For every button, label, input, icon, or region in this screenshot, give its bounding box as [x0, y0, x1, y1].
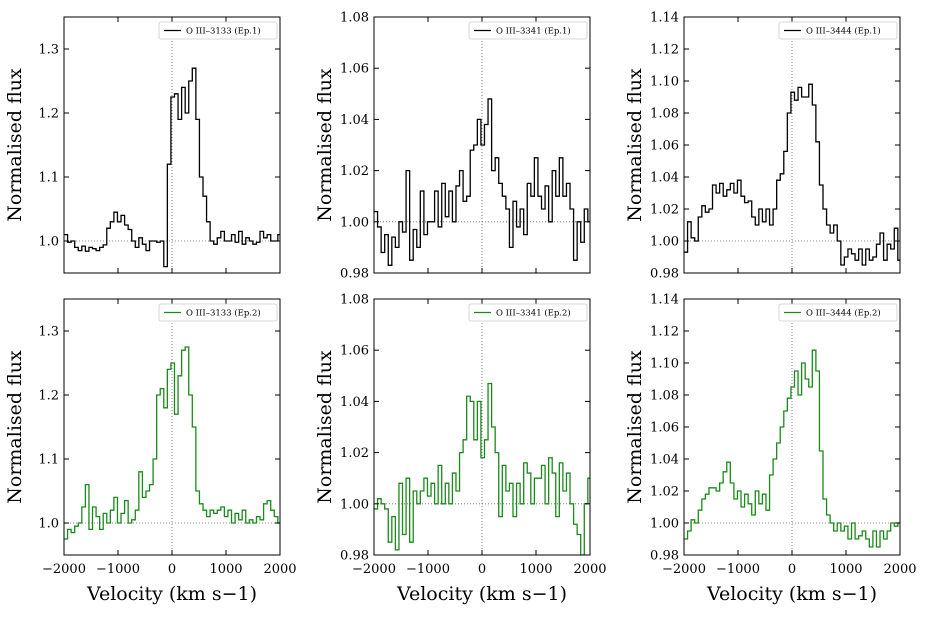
- x-tick-label: 2000: [883, 562, 916, 577]
- y-tick-label: 1.2: [38, 389, 59, 404]
- y-axis-label: Normalised flux: [624, 68, 646, 222]
- y-tick-label: 1.00: [340, 497, 369, 512]
- chart-panel-4: 1.0 1.1 1.2 1.3 −2000 −1000 0 1000 2000 Normalise…: [4, 298, 297, 605]
- x-tick-label: 1000: [519, 562, 552, 577]
- legend: O III–3341 (Ep.1): [468, 21, 588, 40]
- y-tick-label: 1.06: [340, 62, 369, 77]
- legend-box: [778, 303, 898, 322]
- x-tick-label: −1000: [716, 562, 760, 577]
- axes-frame: [683, 298, 901, 556]
- legend-entry: O III–3444 (Ep.2): [806, 308, 881, 319]
- y-tick-label: 1.12: [650, 43, 679, 58]
- x-tick-label: −2000: [662, 562, 706, 577]
- legend-entry: O III–3341 (Ep.1): [496, 26, 571, 37]
- legend-entry: O III–3133 (Ep.2): [186, 308, 261, 319]
- x-tick-label: 1000: [829, 562, 862, 577]
- y-tick-label: 1.10: [650, 357, 679, 372]
- spectrum-series-line: [684, 349, 900, 548]
- y-tick-label: 1.06: [340, 344, 369, 359]
- x-tick-label: −2000: [352, 562, 396, 577]
- x-tick-label: 0: [168, 562, 176, 577]
- x-axis-label: Velocity (km s−1): [706, 583, 877, 605]
- y-tick-label: 1.04: [340, 395, 369, 410]
- y-tick-label: 1.02: [650, 203, 679, 218]
- y-tick-label: 1.02: [340, 446, 369, 461]
- spectrum-series-line: [64, 67, 280, 268]
- y-tick-label: 0.98: [650, 267, 679, 282]
- y-tick-label: 1.3: [38, 325, 59, 340]
- y-tick-label: 1.06: [650, 421, 679, 436]
- legend-box: [468, 303, 588, 322]
- y-tick-label: 1.02: [650, 485, 679, 500]
- y-tick-label: 1.3: [38, 43, 59, 58]
- y-tick-label: 1.1: [38, 453, 59, 468]
- y-tick-label: 1.02: [340, 164, 369, 179]
- spectrum-series-line: [374, 98, 590, 266]
- axes-frame: [683, 16, 901, 274]
- y-axis-label: Normalised flux: [624, 350, 646, 504]
- y-tick-label: 1.14: [650, 293, 679, 308]
- x-axis-label: Velocity (km s−1): [86, 583, 257, 605]
- chart-panel-1: 1.0 1.1 1.2 1.3 Normalised flux O III–3133 (E…: [4, 16, 281, 274]
- x-tick-label: −1000: [406, 562, 450, 577]
- y-tick-label: 0.98: [340, 267, 369, 282]
- legend-box: [158, 303, 278, 322]
- legend-entry: O III–3133 (Ep.1): [186, 26, 261, 37]
- chart-panel-6: 0.98 1.00 1.02 1.04 1.06 1.08 1.10 1.12 1.14 −200…: [624, 293, 917, 606]
- y-axis-label: Normalised flux: [4, 68, 26, 222]
- chart-panel-2: 0.98 1.00 1.02 1.04 1.06 1.08 Normalised flux O…: [314, 11, 591, 282]
- y-tick-label: 0.98: [650, 549, 679, 564]
- legend: O III–3133 (Ep.1): [158, 21, 278, 40]
- x-tick-label: 2000: [573, 562, 606, 577]
- y-tick-label: 1.0: [38, 235, 59, 250]
- y-axis-label: Normalised flux: [314, 68, 336, 222]
- spectrum-series-line: [64, 346, 280, 540]
- axes-frame: [63, 16, 281, 274]
- y-tick-label: 1.2: [38, 107, 59, 122]
- legend: O III–3444 (Ep.1): [778, 21, 898, 40]
- y-tick-label: 1.10: [650, 75, 679, 90]
- y-tick-label: 1.06: [650, 139, 679, 154]
- y-tick-label: 1.04: [650, 453, 679, 468]
- legend-entry: O III–3341 (Ep.2): [496, 308, 571, 319]
- y-tick-label: 1.04: [650, 171, 679, 186]
- spectrum-series-line: [374, 382, 590, 555]
- y-tick-label: 1.14: [650, 11, 679, 26]
- y-tick-label: 1.00: [340, 215, 369, 230]
- legend: O III–3444 (Ep.2): [778, 303, 898, 322]
- y-tick-label: 1.00: [650, 235, 679, 250]
- legend: O III–3133 (Ep.2): [158, 303, 278, 322]
- legend-box: [468, 21, 588, 40]
- spectrum-series-line: [684, 83, 900, 266]
- x-tick-label: 1000: [209, 562, 242, 577]
- y-tick-label: 1.08: [650, 389, 679, 404]
- chart-panel-3: 0.98 1.00 1.02 1.04 1.06 1.08 1.10 1.12 1.14 Norm…: [624, 11, 901, 282]
- x-tick-label: 0: [478, 562, 486, 577]
- y-tick-label: 0.98: [340, 549, 369, 564]
- y-axis-label: Normalised flux: [314, 350, 336, 504]
- y-tick-label: 1.04: [340, 113, 369, 128]
- y-tick-label: 1.08: [340, 293, 369, 308]
- x-tick-label: 2000: [263, 562, 296, 577]
- y-tick-label: 1.12: [650, 325, 679, 340]
- x-tick-label: −1000: [96, 562, 140, 577]
- legend-box: [158, 21, 278, 40]
- x-tick-label: 0: [788, 562, 796, 577]
- chart-panel-5: 0.98 1.00 1.02 1.04 1.06 1.08 −2000 −1000 0 1000 2…: [314, 293, 607, 606]
- x-tick-label: −2000: [42, 562, 86, 577]
- legend: O III–3341 (Ep.2): [468, 303, 588, 322]
- legend-box: [778, 21, 898, 40]
- y-tick-label: 1.0: [38, 517, 59, 532]
- y-tick-label: 1.00: [650, 517, 679, 532]
- y-tick-label: 1.08: [340, 11, 369, 26]
- y-axis-label: Normalised flux: [4, 350, 26, 504]
- y-tick-label: 1.08: [650, 107, 679, 122]
- x-axis-label: Velocity (km s−1): [396, 583, 567, 605]
- y-tick-label: 1.1: [38, 171, 59, 186]
- legend-entry: O III–3444 (Ep.1): [806, 26, 881, 37]
